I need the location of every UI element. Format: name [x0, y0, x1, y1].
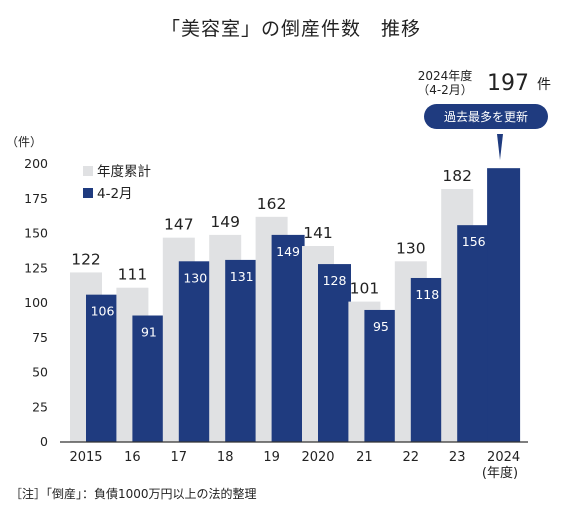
highlight-period-line1: 2024年度 [418, 68, 473, 83]
y-tick-label: 175 [24, 191, 48, 206]
data-label-period: 106 [91, 304, 115, 319]
y-tick-label: 125 [24, 260, 48, 275]
data-label-cumulative: 162 [257, 195, 287, 213]
x-category-label: 17 [171, 450, 188, 465]
bar-period [410, 277, 444, 442]
y-tick-label: 150 [24, 226, 48, 241]
badge-pointer [497, 134, 503, 160]
legend-label-cumulative: 年度累計 [97, 164, 151, 180]
y-tick-label: 200 [24, 156, 48, 171]
y-tick-label: 0 [40, 434, 48, 449]
highlight-value: 197 [487, 71, 529, 96]
data-label-period: 118 [415, 287, 439, 302]
data-label-cumulative: 149 [210, 213, 240, 231]
x-category-label: 19 [263, 450, 280, 465]
footnote: ［注］「倒産」：負債1000万円以上の法的整理 [10, 487, 257, 501]
x-axis-unit-label: (年度) [482, 465, 518, 481]
record-badge [424, 104, 548, 129]
y-tick-label: 50 [32, 365, 48, 380]
bar-period [178, 261, 212, 442]
x-category-label: 16 [124, 450, 141, 465]
y-tick-label: 75 [32, 330, 48, 345]
data-label-period: 128 [323, 273, 347, 288]
data-label-period: 95 [373, 319, 389, 334]
highlight-unit: 件 [537, 77, 551, 93]
bar-period [86, 294, 119, 442]
data-label-period: 156 [462, 234, 486, 249]
x-category-label: 2024 [487, 450, 520, 465]
bar-period [271, 234, 305, 442]
data-label-period: 91 [141, 325, 157, 340]
legend: 年度累計 4-2月 [83, 164, 151, 202]
bar-period [457, 225, 491, 442]
data-label-period: 131 [230, 269, 254, 284]
bar-period [318, 264, 351, 442]
y-tick-label: 25 [32, 399, 48, 414]
highlight-callout: 2024年度 （4-2月） 197 件 過去最多を更新 [417, 68, 551, 160]
data-label-cumulative: 101 [350, 280, 380, 298]
legend-swatch-cumulative [83, 166, 93, 176]
bar-period [132, 315, 166, 442]
data-label-cumulative: 130 [396, 239, 426, 257]
x-category-label: 2015 [69, 450, 102, 465]
x-category-label: 23 [449, 450, 466, 465]
bar-period [225, 259, 259, 442]
x-category-label: 22 [403, 450, 420, 465]
bar-period [487, 168, 521, 443]
data-label-cumulative: 147 [164, 216, 194, 234]
x-category-label: 18 [217, 450, 234, 465]
legend-swatch-period [83, 188, 93, 198]
data-label-period: 130 [183, 270, 207, 285]
data-label-cumulative: 182 [442, 167, 472, 185]
x-category-label: 21 [356, 450, 373, 465]
record-badge-text: 過去最多を更新 [444, 109, 528, 124]
data-label-cumulative: 111 [118, 266, 148, 284]
highlight-period-line2: （4-2月） [417, 83, 473, 97]
data-label-period: 149 [276, 244, 300, 259]
y-tick-label: 100 [24, 295, 48, 310]
legend-label-period: 4-2月 [97, 186, 133, 202]
x-category-label: 2020 [301, 450, 334, 465]
chart-title: 「美容室」の倒産件数 推移 [160, 18, 421, 40]
data-label-cumulative: 122 [71, 250, 101, 268]
y-axis-unit-label: （件） [6, 135, 42, 149]
data-label-cumulative: 141 [303, 224, 333, 242]
bar-period [364, 309, 398, 442]
